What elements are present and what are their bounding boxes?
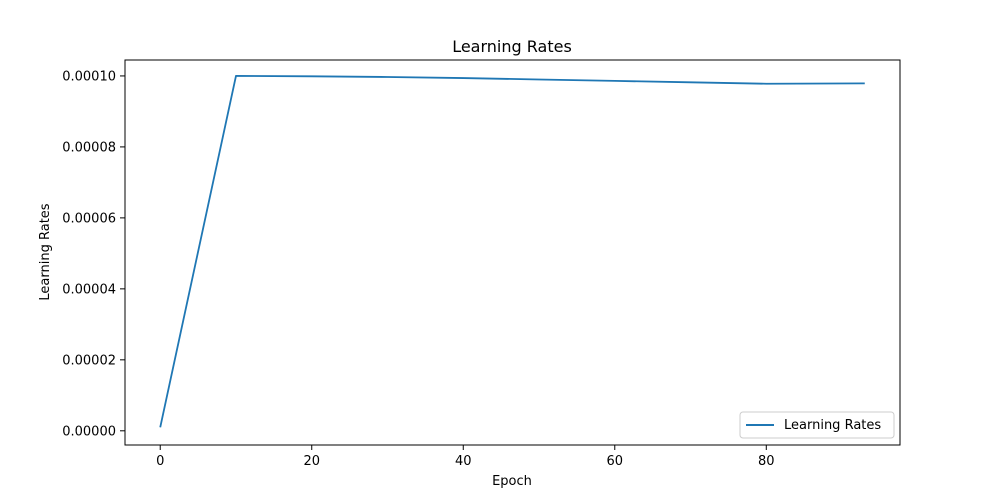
x-tick-label: 60 [606,454,623,469]
legend: Learning Rates [739,411,895,439]
x-tick-label: 40 [455,454,472,469]
chart-title: Learning Rates [452,37,572,56]
plot-area [124,59,901,446]
x-tick-label: 0 [156,454,164,469]
y-tick-label: 0.00002 [62,353,116,368]
legend-box [739,411,895,439]
legend-label: Learning Rates [784,418,881,433]
y-tick-label: 0.00010 [62,69,116,84]
y-axis: 0.00000 0.00002 0.00004 0.00006 0.00008 0.000… [62,69,125,439]
x-axis: 0 20 40 60 80 [156,445,775,469]
x-axis-label: Epoch [492,474,532,489]
y-tick-label: 0.00004 [62,282,116,297]
series-line-learning-rates [159,75,865,428]
y-tick-label: 0.00006 [62,211,116,226]
x-tick-label: 80 [758,454,775,469]
x-tick-label: 20 [303,454,320,469]
plot-frame [124,59,901,446]
y-tick-label: 0.00000 [62,424,116,439]
y-axis-label: Learning Rates [38,203,53,300]
y-tick-label: 0.00008 [62,140,116,155]
series-layer [159,75,865,428]
